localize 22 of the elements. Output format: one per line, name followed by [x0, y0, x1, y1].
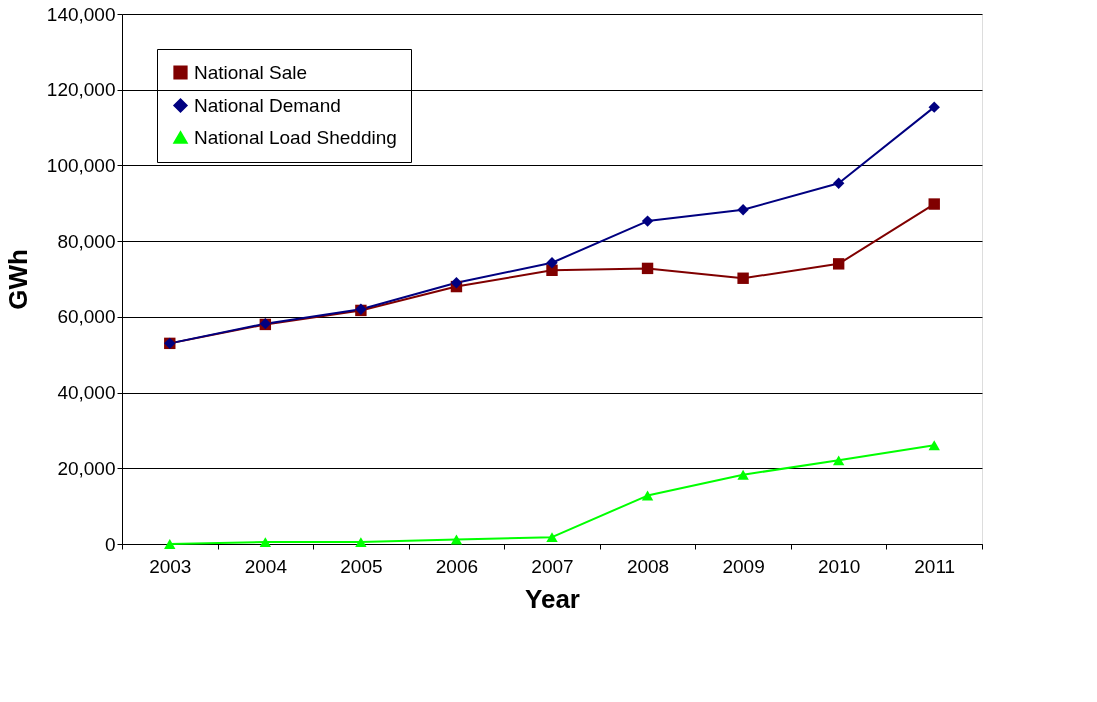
legend-label: National Load Shedding [194, 126, 397, 148]
y-tick-label: 60,000 [57, 306, 116, 328]
y-tick-label: 120,000 [46, 79, 116, 101]
x-tick-label: 2006 [435, 555, 479, 577]
x-tick-label: 2009 [722, 555, 765, 577]
x-axis-title: Year [525, 583, 580, 614]
y-tick-label: 140,000 [46, 3, 116, 25]
x-tick-label: 2004 [244, 555, 288, 577]
x-tick-label: 2007 [531, 555, 574, 577]
x-tick-label: 2011 [914, 555, 956, 577]
x-tick-label: 2003 [149, 555, 192, 577]
y-tick-label: 20,000 [57, 457, 116, 479]
x-tick-label: 2008 [626, 555, 670, 577]
legend-label: National Demand [194, 94, 341, 116]
legend-label: National Sale [194, 61, 308, 83]
y-tick-label: 40,000 [57, 382, 116, 404]
y-tick-label: 100,000 [46, 154, 116, 176]
y-tick-label: 80,000 [57, 230, 116, 252]
x-tick-label: 2010 [818, 555, 861, 577]
y-tick-label: 0 [104, 533, 116, 555]
x-tick-label: 2005 [340, 555, 383, 577]
y-axis-title: GWh [2, 249, 33, 310]
